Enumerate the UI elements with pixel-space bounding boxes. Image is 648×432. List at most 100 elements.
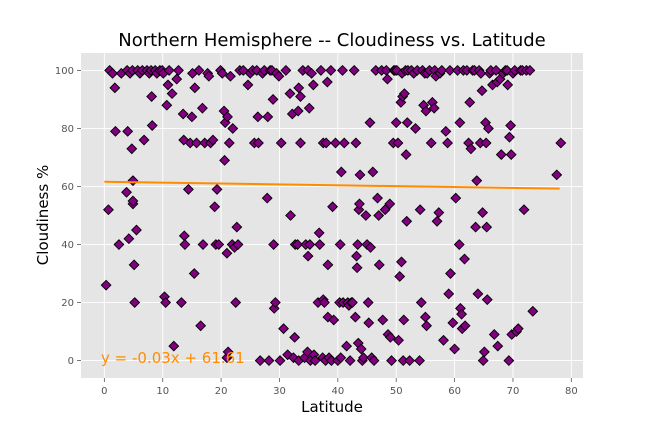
regression-line [104,180,560,190]
tick-labels: 0 10 20 30 40 50 60 70 80 0 20 40 60 80 100 [55,66,578,397]
y-tick-label: 100 [55,66,74,77]
data-point-marker [102,204,114,216]
data-point-marker [392,137,404,149]
data-point-marker [477,355,489,367]
data-point-marker [322,311,334,323]
data-point-marker [266,64,278,76]
data-point-marker [320,137,332,149]
data-point-marker [436,64,448,76]
data-point-marker [197,239,209,250]
data-point-marker [464,96,476,108]
x-tick-label: 10 [156,386,169,397]
data-point-marker [293,82,305,94]
data-point-marker [438,334,449,346]
data-point-marker [186,111,198,123]
data-point-marker [254,355,266,367]
data-point-marker [302,250,314,262]
data-point-marker [131,224,142,236]
data-point-marker [373,210,385,221]
data-point-marker [367,166,379,178]
data-point-marker [163,64,175,76]
data-point-marker [348,64,360,76]
data-point-marker [475,67,487,79]
data-point-marker [488,329,500,340]
data-point-marker [459,253,470,265]
data-point-marker [223,137,235,149]
data-point-marker [307,79,319,91]
data-point-marker [269,297,281,308]
data-point-marker [122,125,134,137]
data-point-marker [252,111,264,123]
data-point-marker [384,198,396,210]
y-tick-label: 20 [61,298,74,309]
x-axis-label: Latitude [301,398,363,416]
y-tick-label: 40 [61,240,74,251]
data-point-marker [368,355,380,367]
data-point-marker [404,355,416,367]
data-point-marker [224,70,236,82]
data-point-marker [350,137,362,149]
data-point-marker [262,111,274,123]
data-point-marker [263,355,275,367]
data-point-marker [188,268,200,279]
data-point-marker [280,64,292,76]
data-point-marker [358,352,369,364]
data-point-marker [126,143,138,155]
data-point-marker [146,91,158,102]
data-point-marker [477,207,489,219]
data-point-marker [193,64,205,76]
data-point-marker [353,198,365,210]
data-point-marker [401,215,413,227]
data-point-marker [398,314,410,326]
data-point-marker [470,221,482,233]
data-point-marker [261,192,273,204]
data-point-marker [314,239,326,250]
data-point-marker [505,149,517,160]
data-point-marker [527,305,539,317]
data-point-marker [166,88,178,100]
data-point-marker [382,73,393,85]
data-point-marker [481,294,493,306]
data-point-marker [178,134,190,146]
data-point-marker [512,323,524,335]
data-point-marker [203,70,215,82]
x-tick-label: 0 [101,386,107,397]
y-tick-label: 60 [61,182,74,193]
data-point-marker [355,343,367,355]
data-point-marker [401,117,413,129]
data-point-marker [454,117,466,129]
data-point-marker [445,268,456,279]
data-point-marker [503,355,515,367]
data-point-marker [113,239,125,250]
data-point-marker [492,340,504,352]
data-point-marker [274,355,286,367]
data-point-marker [363,317,375,329]
data-point-marker [146,120,158,131]
data-point-marker [278,323,289,335]
data-point-marker [230,297,242,308]
data-point-marker [315,64,327,76]
data-point-marker [410,123,421,134]
y-tick-label: 0 [68,356,74,367]
data-point-marker [476,85,488,97]
data-point-marker [123,233,135,245]
data-point-marker [390,117,402,129]
data-point-marker [360,210,372,221]
data-point-marker [127,195,139,207]
y-tick-label: 80 [61,124,74,135]
data-point-marker [501,64,513,76]
data-point-marker [313,227,325,239]
data-point-marker [309,355,321,367]
data-point-marker [398,88,410,100]
data-point-marker [182,183,194,195]
data-point-marker [292,239,303,250]
data-point-marker [196,102,208,114]
data-point-marker [495,149,507,160]
data-point-marker [443,288,455,300]
data-point-marker [282,349,294,361]
data-point-marker [351,262,363,274]
data-point-marker [242,79,254,91]
data-point-marker [121,186,132,198]
data-point-marker [171,73,183,85]
data-point-marker [425,137,437,149]
